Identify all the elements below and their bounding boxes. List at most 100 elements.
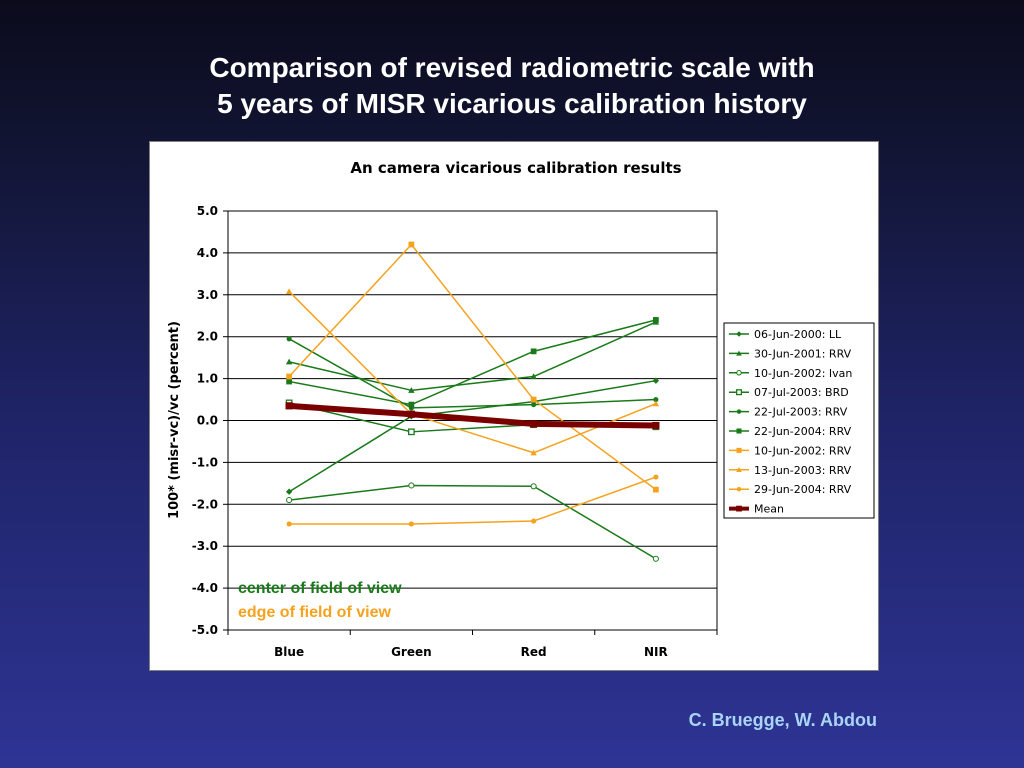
y-axis-label: 100* (misr-vc)/vc (percent) — [167, 321, 182, 519]
axes: 5.0 4.0 3.0 2.0 1.0 0.0 -1.0 -2.0 -3.0 -4.0 -5.0 Bl… — [192, 204, 718, 659]
data-point — [652, 377, 660, 384]
series-8 — [286, 474, 659, 527]
legend-swatch-marker — [736, 486, 742, 492]
data-point — [408, 521, 414, 527]
y-tick-label: 4.0 — [197, 246, 218, 260]
data-point — [530, 420, 538, 428]
data-point — [653, 474, 659, 480]
y-tick-label: 1.0 — [197, 372, 218, 386]
legend-entry: 06-Jun-2000: LL — [729, 328, 842, 341]
data-point — [285, 288, 293, 295]
data-point — [530, 396, 537, 403]
data-point — [286, 497, 293, 504]
y-tick-label: 0.0 — [197, 414, 218, 428]
legend-swatch-marker — [736, 428, 742, 434]
series-line — [288, 321, 657, 392]
legend-swatch-marker — [735, 389, 743, 396]
series-9 — [285, 402, 660, 430]
series-line — [288, 319, 657, 406]
series-line — [288, 338, 656, 409]
series-6 — [286, 241, 659, 493]
data-point — [530, 373, 537, 380]
series-line — [288, 402, 656, 429]
y-tick-label: 3.0 — [197, 288, 218, 302]
legend-label: 10-Jun-2002: Ivan — [754, 367, 852, 380]
legend-entry: 10-Jun-2002: Ivan — [729, 367, 852, 380]
data-point — [652, 486, 659, 493]
y-tick-label: 5.0 — [197, 204, 218, 218]
series-7 — [285, 288, 660, 456]
legend-entry: 10-Jun-2002: RRV — [729, 444, 852, 457]
author-credit: C. Bruegge, W. Abdou — [688, 710, 877, 730]
legend-label: 13-Jun-2003: RRV — [754, 464, 852, 477]
data-point — [408, 401, 415, 408]
series-line — [288, 290, 657, 454]
legend: 06-Jun-2000: LL 30-Jun-2001: RRV 10-Jun-20… — [723, 322, 875, 519]
series-5 — [286, 317, 659, 408]
legend-swatch-marker — [736, 505, 742, 512]
legend-entry: 30-Jun-2001: RRV — [729, 347, 852, 360]
data-point — [652, 555, 659, 562]
legend-swatch-marker — [736, 331, 742, 337]
legend-label: 10-Jun-2002: RRV — [754, 444, 852, 457]
data-point — [408, 241, 415, 248]
center-fov-note: center of field of view — [238, 580, 402, 597]
data-point — [652, 400, 660, 407]
legend-swatch-marker — [736, 467, 742, 473]
legend-entry: 13-Jun-2003: RRV — [729, 464, 852, 477]
y-tick-label: -5.0 — [192, 623, 218, 637]
legend-swatch-marker — [736, 409, 742, 414]
data-point — [653, 396, 659, 403]
data-point — [286, 336, 292, 342]
data-point — [408, 387, 415, 393]
legend-label: 30-Jun-2001: RRV — [754, 347, 852, 360]
x-tick-label: Red — [521, 645, 547, 659]
legend-entry: 22-Jun-2004: RRV — [729, 425, 852, 438]
x-tick-label: Green — [391, 645, 432, 659]
data-point — [286, 378, 293, 385]
data-point — [408, 428, 415, 436]
data-point — [285, 358, 293, 365]
series-1 — [285, 318, 660, 393]
data-point — [530, 483, 537, 490]
legend-label: 22-Jul-2003: RRV — [754, 406, 848, 419]
data-point — [652, 421, 660, 430]
series-line — [288, 243, 657, 491]
data-point — [530, 449, 537, 456]
data-point — [286, 521, 292, 527]
data-point — [407, 410, 415, 418]
slide-title-line-2: 5 years of MISR vicarious calibration hi… — [217, 88, 807, 119]
data-point — [408, 482, 415, 489]
chart-frame: An camera vicarious calibration results … — [149, 141, 879, 671]
data-point — [285, 402, 293, 410]
legend-label: 06-Jun-2000: LL — [754, 328, 842, 341]
series-line — [289, 484, 657, 560]
legend-label: 22-Jun-2004: RRV — [754, 425, 852, 438]
data-point — [285, 488, 293, 495]
chart-title: An camera vicarious calibration results — [350, 159, 681, 177]
series-lines — [285, 241, 660, 562]
x-tick-label: NIR — [644, 645, 668, 659]
series-2 — [286, 482, 659, 562]
series-4 — [286, 336, 659, 411]
legend-label: Mean — [754, 503, 784, 516]
edge-fov-note: edge of field of view — [238, 604, 391, 621]
legend-entry: 22-Jul-2003: RRV — [729, 406, 848, 419]
legend-swatch-marker — [736, 350, 742, 356]
y-tick-label: 2.0 — [197, 330, 218, 344]
legend-label: 07-Jul-2003: BRD — [754, 386, 849, 399]
data-point — [286, 373, 293, 380]
slide-title-line-1: Comparison of revised radiometric scale … — [209, 52, 815, 83]
data-point — [652, 317, 659, 323]
series-0 — [285, 377, 660, 495]
data-point — [531, 518, 537, 524]
y-tick-label: -4.0 — [192, 581, 218, 595]
series-line — [288, 379, 657, 493]
chart-svg: An camera vicarious calibration results … — [167, 159, 875, 659]
y-tick-label: -1.0 — [192, 455, 218, 469]
legend-label: 29-Jun-2004: RRV — [754, 483, 852, 496]
y-tick-label: -3.0 — [192, 539, 218, 553]
series-line — [289, 476, 657, 525]
data-point — [530, 348, 537, 355]
x-tick-label: Blue — [274, 645, 304, 659]
